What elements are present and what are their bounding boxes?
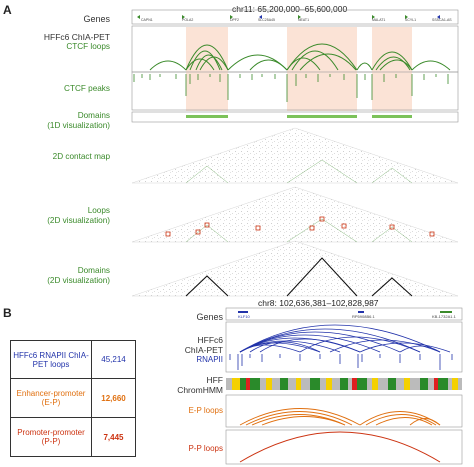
domains-1d-frame	[131, 111, 459, 123]
chiapet-label-b2: ChIA-PET	[184, 345, 223, 355]
loop-count-table: HFFc6 RNAPII ChIA-PET loops 45,214 Enhan…	[10, 340, 136, 457]
domain-shade-2	[287, 27, 357, 111]
rnapii-loop-arcs	[239, 324, 451, 353]
ctcf-loops-label: CTCF loops	[66, 42, 110, 51]
gene-track-frame-b	[225, 307, 463, 321]
rnapii-signal	[229, 354, 453, 370]
gene-name-a-8: SSSCA1-AS	[432, 18, 452, 22]
ctcf-peaks-label: CTCF peaks	[64, 84, 110, 93]
genes-label-a: Genes	[83, 14, 110, 24]
domain-bar-2	[287, 115, 357, 118]
gene-name-a-6: MALAT1	[372, 18, 386, 22]
domains-2d-label: Domains	[77, 266, 110, 275]
chiapet-label-b1: HFFc6	[197, 335, 224, 345]
ep-loops-label: E-P loops	[188, 406, 223, 415]
gene-name-a-5: NEAT1	[298, 18, 310, 22]
loops-2d-sublabel: (2D visualization)	[47, 216, 110, 225]
ctcf-loop-arcs	[149, 43, 451, 71]
rnapii-label: RNAPII	[196, 355, 223, 364]
panel-b-coordinate: chr8: 102,636,381–102,828,987	[258, 298, 379, 308]
table-label-pp: Promoter-promoter (P-P)	[10, 417, 92, 457]
domain-bar-1	[186, 115, 228, 118]
pp-frame	[225, 429, 463, 465]
table-value-pp: 7,445	[91, 417, 136, 457]
table-label-ep: Enhancer-promoter (E-P)	[10, 378, 92, 418]
chiapet-label-a: HFFc6 ChIA-PET	[43, 32, 110, 42]
loops-map-2d	[131, 186, 459, 243]
gene-name-a-3: DPF2	[230, 18, 239, 22]
contact-map-label: 2D contact map	[52, 152, 110, 161]
gene-track-frame	[131, 9, 459, 25]
table-value-rnapii: 45,214	[91, 340, 136, 379]
gene-name-a-1: CAPN1	[141, 18, 153, 22]
table-value-ep: 12,660	[91, 378, 136, 418]
hff-label: HFF	[206, 375, 223, 385]
gene-name-a-2: POLA2	[182, 18, 194, 22]
gene-name-b-2: RP5908B6.1	[352, 314, 375, 319]
gene-name-b-3: KB-1732A1.1	[432, 314, 456, 319]
table-row: Promoter-promoter (P-P) 7,445	[10, 417, 136, 457]
chromhmm-label: ChromHMM	[177, 385, 223, 395]
ctcf-peak-bars	[133, 74, 449, 102]
gene-name-a-4: SLC25A45	[258, 18, 275, 22]
loops-2d-label: Loops	[87, 206, 110, 215]
domains-1d-sublabel: (1D visualization)	[47, 121, 110, 130]
pp-loops-label: P-P loops	[188, 444, 223, 453]
domain-bar-3	[372, 115, 412, 118]
genes-label-b: Genes	[196, 312, 223, 322]
panel-a-letter: A	[3, 3, 12, 17]
chromhmm-track	[226, 378, 462, 390]
ep-loop-arcs	[239, 408, 441, 426]
table-row: Enhancer-promoter (E-P) 12,660	[10, 378, 136, 418]
domains-1d-label: Domains	[77, 111, 110, 120]
panel-b-letter: B	[3, 306, 12, 320]
domains-2d-sublabel: (2D visualization)	[47, 276, 110, 285]
pp-loop-arc	[239, 431, 441, 463]
ctcf-peaks-frame	[131, 71, 459, 111]
gene-name-a-7: SCYL1	[405, 18, 417, 22]
panel-a-coordinate: chr11: 65,200,000–65,600,000	[232, 4, 348, 14]
domain-shade-3	[372, 27, 412, 111]
contact-map-2d	[131, 127, 459, 184]
rnapii-frame	[225, 321, 463, 373]
gene-name-b-1: KLF10	[238, 314, 250, 319]
domains-map-2d	[131, 240, 459, 297]
panel-a-tracks	[131, 9, 459, 297]
gene-arrows	[137, 15, 440, 19]
panel-b-tracks	[225, 307, 463, 465]
ep-frame	[225, 394, 463, 428]
table-row: HFFc6 RNAPII ChIA-PET loops 45,214	[10, 340, 136, 379]
